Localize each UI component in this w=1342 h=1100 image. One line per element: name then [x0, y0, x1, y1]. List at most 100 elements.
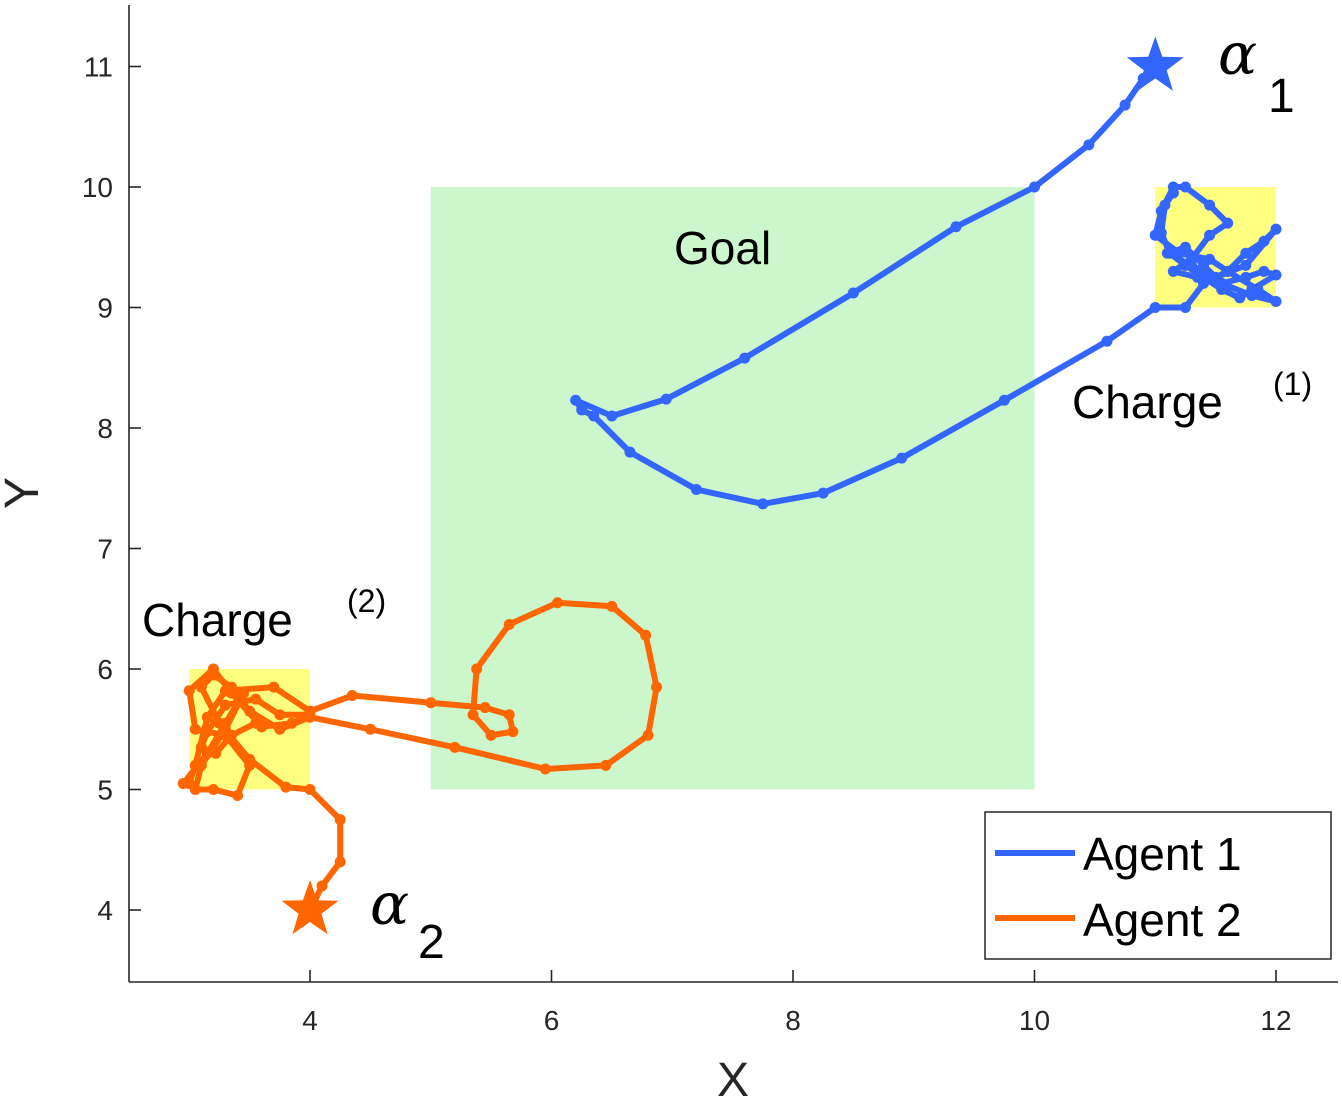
agent-1-point: [998, 394, 1010, 406]
agent-1-point: [1204, 253, 1216, 265]
agent-2-point: [195, 681, 207, 693]
agent-1-point: [1173, 247, 1185, 259]
y-tick-label: 4: [97, 895, 113, 926]
y-tick-label: 5: [97, 775, 113, 806]
start-labels: α 1 α 2: [370, 20, 1295, 969]
agent-2-point: [201, 726, 213, 738]
agent-2-point: [449, 741, 461, 753]
agent-1-point: [1258, 235, 1270, 247]
agent-1-point: [1149, 302, 1161, 313]
agent-2-series: [177, 597, 663, 935]
x-tick-label: 10: [1019, 1005, 1050, 1036]
agent-2-point: [195, 741, 207, 753]
agent-2-point: [304, 709, 316, 721]
agent-2-point: [316, 880, 328, 892]
x-tick-label: 4: [302, 1005, 318, 1036]
agent-1-point: [1270, 269, 1282, 281]
agent-1-point: [950, 221, 962, 233]
agent-2-point: [539, 763, 551, 775]
agent-2-point: [183, 685, 195, 697]
agent-2-point: [286, 717, 298, 729]
agent-2-start-subscript: 2: [418, 916, 445, 969]
goal-region: [430, 187, 1035, 790]
agent-1-point: [1179, 259, 1191, 271]
agent-1-point: [1179, 181, 1191, 193]
x-axis-label: X: [717, 1054, 749, 1100]
x-tick-label: 8: [785, 1005, 801, 1036]
goal-label: Goal: [674, 222, 771, 274]
agent-2-point: [219, 699, 231, 711]
agent-1-point: [1167, 187, 1179, 199]
agent-1-point: [1258, 265, 1270, 277]
agent-2-point: [244, 759, 256, 771]
agent-1-point: [757, 498, 769, 510]
agent-1-point: [817, 487, 829, 499]
agent-2-point: [425, 697, 437, 709]
y-tick-label: 8: [97, 413, 113, 444]
agent-2-point: [471, 663, 483, 675]
agent-1-point: [1270, 223, 1282, 235]
agent-1-point: [1179, 302, 1191, 313]
agent-2-point: [467, 709, 479, 721]
y-ticks: 4 5 6 7 8 9 10 11: [82, 52, 141, 926]
agent-1-point: [1164, 247, 1176, 259]
agent-2-point: [189, 723, 201, 735]
agent-2-point: [334, 856, 346, 868]
agent-1-point: [570, 394, 582, 406]
agent-1-point: [739, 352, 751, 364]
agent-1-point: [588, 410, 600, 422]
y-tick-label: 6: [97, 654, 113, 685]
agent-1-point: [690, 483, 702, 495]
agent-1-point: [1198, 271, 1210, 283]
agent-1-start-subscript: 1: [1268, 70, 1295, 123]
agent-1-point: [606, 410, 618, 422]
x-ticks: 4 6 8 10 12: [302, 970, 1292, 1036]
agent-2-start-symbol: α: [370, 870, 409, 938]
agent-2-point: [479, 702, 491, 714]
charge-1-label: Charge: [1072, 376, 1223, 428]
agent-2-point: [606, 600, 618, 612]
charge-2-superscript: (2): [347, 583, 386, 619]
agent-2-point: [346, 690, 358, 702]
agent-1-point: [1222, 265, 1234, 277]
agent-2-point: [232, 790, 244, 802]
agent-2-point: [651, 681, 663, 693]
agent-1-point: [1216, 283, 1228, 295]
agent-1-point: [1240, 271, 1252, 283]
agent-1-point: [1029, 181, 1040, 193]
series-layer: [177, 36, 1282, 935]
agent-1-point: [1204, 229, 1216, 241]
agent-1-point: [1204, 199, 1216, 211]
agent-2-point: [244, 705, 256, 717]
agent-1-point: [1159, 199, 1171, 211]
y-tick-label: 10: [82, 172, 113, 203]
agent-2-point: [207, 784, 219, 795]
agent-2-point: [250, 693, 262, 705]
agent-2-point: [642, 729, 654, 741]
agent-1-point: [576, 404, 588, 416]
agent-1-series: [570, 36, 1282, 510]
agent-2-point: [250, 717, 262, 729]
agent-1-point: [624, 446, 636, 458]
region-labels: Goal Charge (1) Charge (2): [142, 222, 1312, 646]
agent-2-point: [201, 711, 213, 723]
agent-1-point: [1119, 99, 1131, 111]
agent-1-point: [1101, 335, 1113, 347]
agent-2-point: [503, 709, 515, 721]
y-tick-label: 7: [97, 534, 113, 565]
agent-1-point: [1234, 292, 1246, 304]
charge-1-superscript: (1): [1273, 366, 1312, 402]
agent-2-point: [210, 747, 222, 759]
agent-2-point: [485, 729, 497, 741]
legend: Agent 1 Agent 2: [984, 811, 1332, 960]
agent-2-point: [268, 681, 280, 693]
agent-1-point: [1240, 247, 1252, 259]
agent-2-point: [334, 814, 346, 826]
agent-1-point: [1083, 139, 1095, 151]
agent-2-point: [238, 687, 250, 699]
agent-2-point: [189, 784, 201, 795]
agent-2-point: [304, 784, 316, 795]
agent-2-point: [364, 723, 376, 735]
